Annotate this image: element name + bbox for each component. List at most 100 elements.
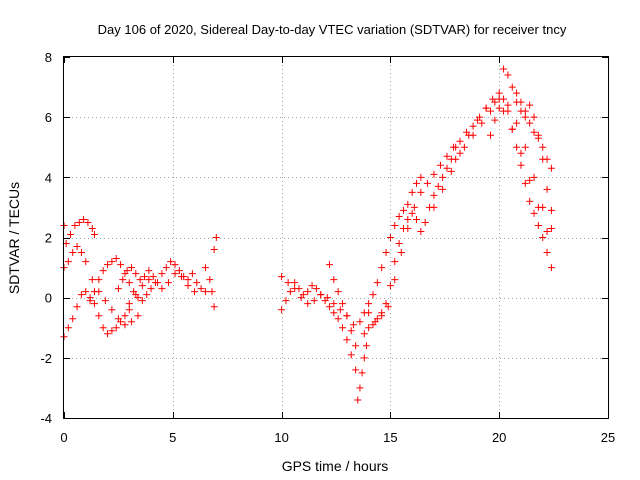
satellite-track-19 [513,89,555,214]
data-point [297,294,305,302]
data-point [491,116,499,124]
data-point [526,101,534,109]
data-point [343,312,351,320]
data-point [286,288,294,296]
data-point [517,161,525,169]
data-point [73,243,81,251]
data-point [291,279,299,287]
data-point [456,149,464,157]
satellite-track-6 [125,270,199,308]
data-point [88,276,96,284]
data-point [404,200,412,208]
data-point [125,300,133,308]
data-point [399,206,407,214]
data-point [513,119,521,127]
data-point [530,128,538,136]
data-point [482,104,490,112]
data-point [334,288,342,296]
data-point [143,291,151,299]
data-point [67,230,75,238]
data-point [391,221,399,229]
y-axis-tick-labels: -4 -2 0 2 4 6 8 [40,50,52,426]
data-point [99,267,107,275]
data-point [543,227,551,235]
data-point [391,276,399,284]
data-point [127,264,135,272]
satellite-track-15 [430,98,551,235]
data-point [410,203,418,211]
data-point [356,318,364,326]
data-point [517,98,525,106]
data-point [132,270,140,278]
data-point [365,309,373,317]
data-point [84,218,92,226]
data-point [450,143,458,151]
data-point [119,276,127,284]
data-point [134,312,142,320]
satellite-track-13 [360,143,460,338]
data-point [417,173,425,181]
data-point [439,185,447,193]
data-point [547,264,555,272]
data-point [73,303,81,311]
data-point [90,288,98,296]
data-point [82,258,90,266]
data-point [526,176,534,184]
data-point [391,258,399,266]
data-point [108,306,116,314]
data-point [384,303,392,311]
data-point [526,197,534,205]
data-point [108,327,116,335]
data-point [430,191,438,199]
data-point [90,300,98,308]
data-point [521,179,529,187]
data-point [82,288,90,296]
data-point [101,297,109,305]
data-point [167,258,175,266]
data-point [486,131,494,139]
data-point [508,125,516,133]
data-point [491,98,499,106]
data-point [90,230,98,238]
data-point [508,83,516,91]
data-point [284,279,292,287]
data-point [112,255,120,263]
data-point [201,264,209,272]
y-tick-label: 4 [45,170,52,185]
data-point [443,164,451,172]
data-point [343,336,351,344]
data-point [138,297,146,305]
data-point [526,119,534,127]
data-point [145,267,153,275]
data-point [469,122,477,130]
y-tick-label: 8 [45,50,52,65]
data-point [434,182,442,190]
data-point [312,285,320,293]
data-point [71,221,79,229]
data-point [365,300,373,308]
data-point [99,324,107,332]
satellite-track-2 [60,215,98,248]
data-point [210,303,218,311]
data-point [147,285,155,293]
data-point [539,143,547,151]
data-point [88,224,96,232]
data-point [80,215,88,223]
data-point [521,143,529,151]
data-point [325,303,333,311]
data-point [417,188,425,196]
data-point [178,273,186,281]
x-tick-label: 0 [60,430,67,445]
data-point [413,179,421,187]
satellite-track-18 [500,65,555,172]
satellite-track-9 [278,273,357,329]
y-tick-label: -2 [40,351,52,366]
data-point [547,206,555,214]
data-point [171,261,179,269]
data-point [108,258,116,266]
data-point [69,315,77,323]
data-point [382,249,390,257]
data-point [417,227,425,235]
data-point [378,312,386,320]
data-point [121,312,129,320]
